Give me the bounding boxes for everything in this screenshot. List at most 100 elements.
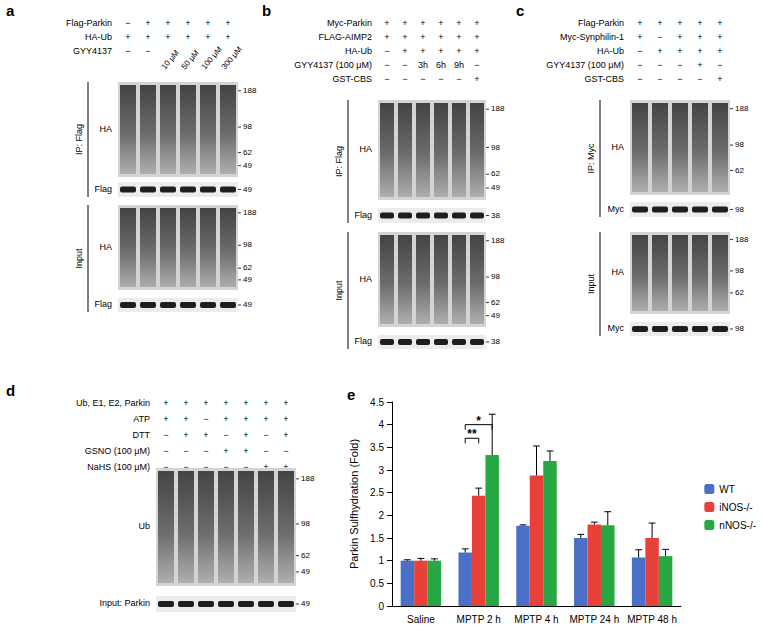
svg-text:38: 38 bbox=[491, 337, 500, 346]
svg-text:+: + bbox=[697, 18, 702, 28]
svg-text:+: + bbox=[456, 46, 461, 56]
svg-text:62: 62 bbox=[243, 263, 252, 272]
svg-text:Input: Input bbox=[74, 248, 84, 269]
svg-text:WT: WT bbox=[719, 484, 735, 495]
svg-text:Myc: Myc bbox=[608, 323, 625, 333]
svg-text:+: + bbox=[420, 46, 425, 56]
svg-text:+: + bbox=[456, 18, 461, 28]
svg-text:+: + bbox=[637, 32, 642, 42]
svg-text:0: 0 bbox=[378, 601, 384, 612]
svg-text:+: + bbox=[185, 18, 190, 28]
svg-text:1.5: 1.5 bbox=[370, 533, 384, 544]
svg-text:Input: Input bbox=[334, 280, 344, 301]
svg-text:−: − bbox=[637, 74, 642, 84]
svg-text:+: + bbox=[474, 74, 479, 84]
svg-text:−: − bbox=[163, 446, 168, 456]
svg-text:Myc: Myc bbox=[608, 204, 625, 214]
svg-text:49: 49 bbox=[243, 275, 252, 284]
svg-text:+: + bbox=[243, 430, 248, 440]
svg-text:+: + bbox=[145, 32, 150, 42]
svg-text:a: a bbox=[6, 2, 15, 19]
svg-text:+: + bbox=[205, 32, 210, 42]
svg-text:−: − bbox=[717, 60, 722, 70]
svg-text:+: + bbox=[263, 414, 268, 424]
svg-text:−: − bbox=[657, 74, 662, 84]
svg-text:HA: HA bbox=[359, 274, 372, 284]
svg-text:−: − bbox=[402, 74, 407, 84]
svg-text:62: 62 bbox=[735, 166, 744, 175]
svg-text:62: 62 bbox=[735, 288, 744, 297]
svg-text:Saline: Saline bbox=[407, 614, 435, 625]
svg-text:+: + bbox=[384, 32, 389, 42]
svg-text:−: − bbox=[438, 74, 443, 84]
svg-text:Flag: Flag bbox=[354, 210, 372, 220]
svg-text:+: + bbox=[205, 18, 210, 28]
svg-text:+: + bbox=[283, 430, 288, 440]
svg-text:+: + bbox=[456, 32, 461, 42]
svg-text:+: + bbox=[438, 46, 443, 56]
svg-text:+: + bbox=[225, 18, 230, 28]
svg-text:Parkin Sulfhydration (Fold): Parkin Sulfhydration (Fold) bbox=[348, 439, 360, 569]
svg-text:+: + bbox=[474, 46, 479, 56]
svg-text:Flag: Flag bbox=[94, 299, 112, 309]
svg-text:+: + bbox=[697, 60, 702, 70]
svg-text:**: ** bbox=[467, 427, 477, 441]
svg-text:−: − bbox=[456, 74, 461, 84]
svg-text:188: 188 bbox=[735, 235, 749, 244]
svg-text:−: − bbox=[125, 46, 130, 56]
svg-text:HA: HA bbox=[99, 124, 112, 134]
svg-text:98: 98 bbox=[735, 140, 744, 149]
svg-text:−: − bbox=[657, 60, 662, 70]
svg-text:+: + bbox=[697, 46, 702, 56]
svg-text:+: + bbox=[243, 446, 248, 456]
svg-text:Flag: Flag bbox=[354, 336, 372, 346]
svg-text:−: − bbox=[203, 414, 208, 424]
svg-text:−: − bbox=[384, 46, 389, 56]
svg-text:+: + bbox=[183, 398, 188, 408]
svg-text:98: 98 bbox=[735, 266, 744, 275]
svg-text:GSNO (100 μM): GSNO (100 μM) bbox=[85, 446, 150, 456]
svg-text:188: 188 bbox=[301, 474, 315, 483]
svg-text:+: + bbox=[165, 32, 170, 42]
svg-text:Input: Parkin: Input: Parkin bbox=[99, 598, 150, 608]
svg-text:49: 49 bbox=[301, 567, 310, 576]
svg-text:−: − bbox=[125, 18, 130, 28]
svg-text:+: + bbox=[225, 32, 230, 42]
svg-text:Ub, E1, E2, Parkin: Ub, E1, E2, Parkin bbox=[76, 398, 150, 408]
svg-text:49: 49 bbox=[491, 311, 500, 320]
svg-text:49: 49 bbox=[243, 185, 252, 194]
svg-text:+: + bbox=[163, 414, 168, 424]
svg-text:49: 49 bbox=[491, 183, 500, 192]
svg-text:+: + bbox=[243, 414, 248, 424]
svg-text:DTT: DTT bbox=[133, 430, 151, 440]
svg-text:HA-Ub: HA-Ub bbox=[85, 32, 112, 42]
svg-text:−: − bbox=[283, 446, 288, 456]
svg-text:+: + bbox=[402, 32, 407, 42]
svg-text:IP: Flag: IP: Flag bbox=[334, 146, 344, 177]
svg-text:62: 62 bbox=[301, 551, 310, 560]
svg-text:GST-CBS: GST-CBS bbox=[584, 74, 624, 84]
svg-text:−: − bbox=[677, 60, 682, 70]
svg-text:−: − bbox=[163, 430, 168, 440]
svg-text:−: − bbox=[384, 74, 389, 84]
svg-text:iNOS-/-: iNOS-/- bbox=[719, 502, 752, 513]
svg-text:FLAG-AIMP2: FLAG-AIMP2 bbox=[318, 32, 372, 42]
svg-text:IP: Flag: IP: Flag bbox=[74, 124, 84, 155]
svg-text:−: − bbox=[263, 430, 268, 440]
svg-text:−: − bbox=[384, 60, 389, 70]
svg-text:HA: HA bbox=[359, 144, 372, 154]
svg-text:+: + bbox=[420, 32, 425, 42]
svg-text:98: 98 bbox=[243, 240, 252, 249]
svg-text:−: − bbox=[697, 74, 702, 84]
svg-text:+: + bbox=[657, 18, 662, 28]
svg-text:2.5: 2.5 bbox=[370, 487, 384, 498]
svg-text:−: − bbox=[474, 60, 479, 70]
svg-text:+: + bbox=[677, 18, 682, 28]
svg-text:HA: HA bbox=[611, 142, 624, 152]
svg-text:MPTP 2 h: MPTP 2 h bbox=[457, 614, 501, 625]
svg-text:GYY4137 (100 μM): GYY4137 (100 μM) bbox=[546, 60, 624, 70]
svg-text:+: + bbox=[223, 446, 228, 456]
svg-text:+: + bbox=[223, 398, 228, 408]
svg-text:98: 98 bbox=[491, 143, 500, 152]
svg-text:−: − bbox=[223, 430, 228, 440]
